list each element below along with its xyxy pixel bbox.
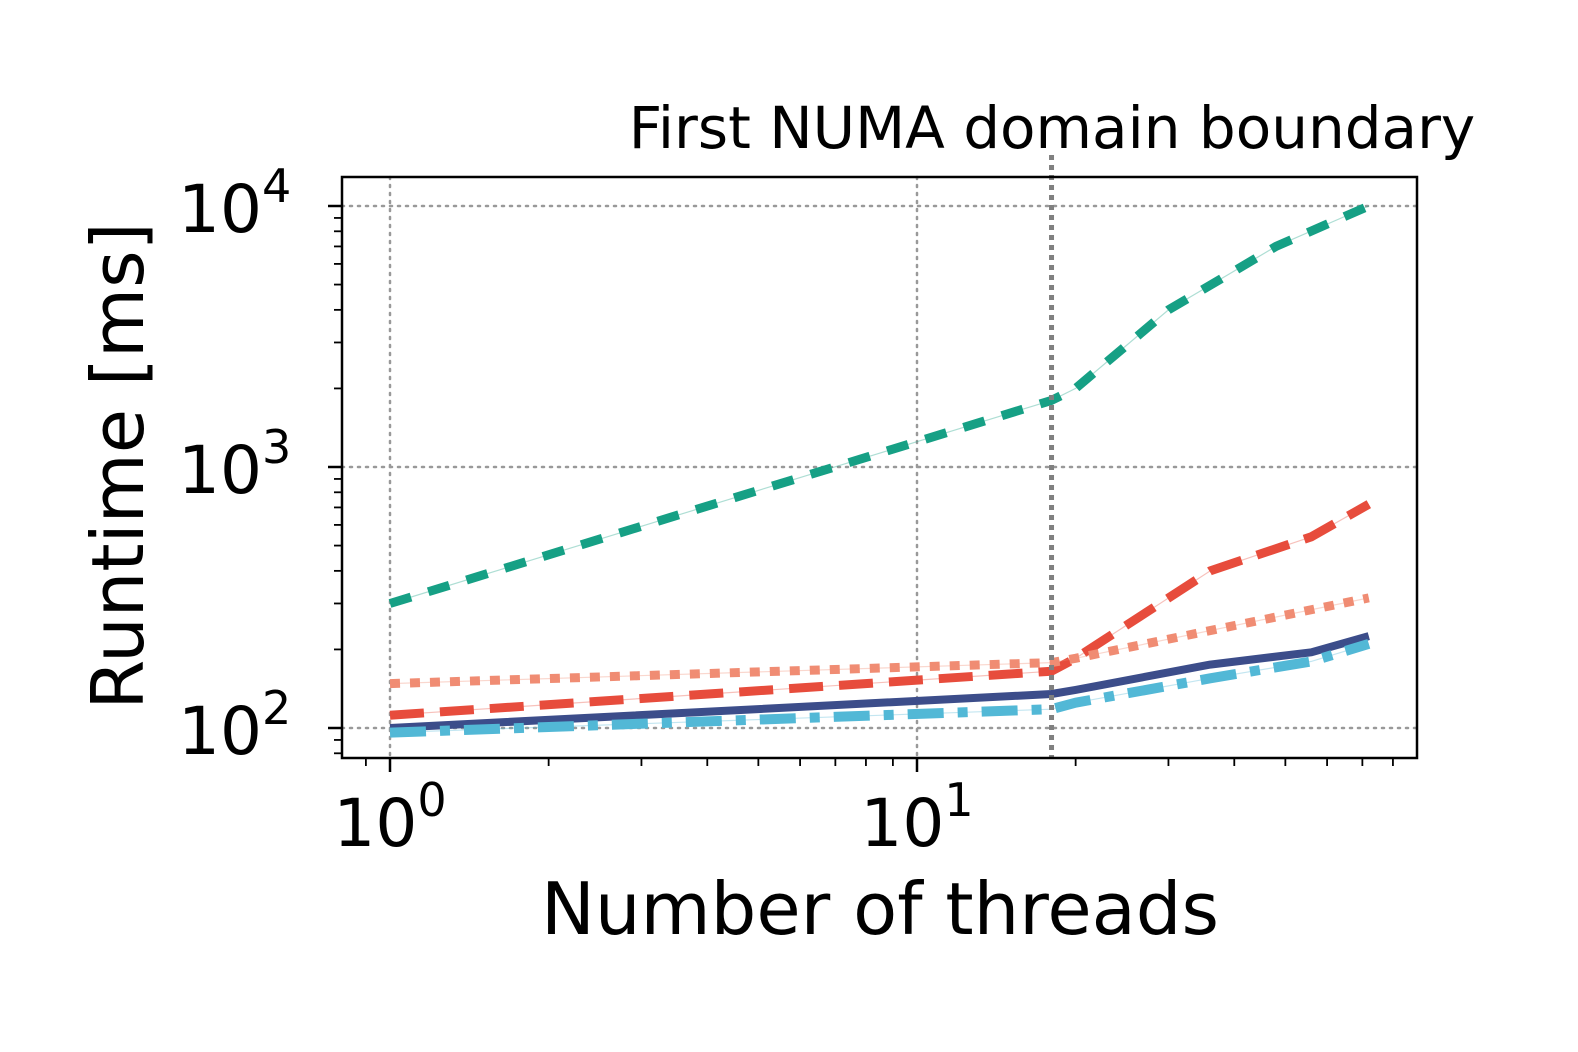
series-line bbox=[389, 593, 1370, 689]
tick-labels: 100 101 102 103 104 bbox=[178, 159, 974, 862]
x-tick-label: 101 bbox=[860, 773, 973, 862]
x-axis-label: Number of threads bbox=[541, 867, 1219, 951]
y-tick-label: 103 bbox=[178, 420, 291, 509]
minor-ticks bbox=[334, 217, 1394, 766]
grid-lines bbox=[340, 175, 1419, 760]
series-line bbox=[389, 500, 1372, 720]
series-thin-line bbox=[389, 205, 1370, 605]
y-axis-label: Runtime [ms] bbox=[76, 222, 160, 709]
annotation-group: First NUMA domain boundary bbox=[629, 94, 1476, 758]
x-tick-label: 100 bbox=[333, 773, 446, 862]
series-thin-line bbox=[389, 597, 1369, 685]
y-tick-label: 104 bbox=[178, 159, 291, 248]
series-line bbox=[388, 201, 1371, 608]
major-ticks bbox=[328, 204, 919, 772]
numa-boundary-label: First NUMA domain boundary bbox=[629, 94, 1476, 162]
y-tick-label: 102 bbox=[178, 681, 291, 770]
series-line bbox=[389, 632, 1370, 732]
series-thin-line bbox=[389, 503, 1370, 716]
series-line bbox=[389, 639, 1371, 738]
data-series bbox=[388, 201, 1372, 738]
